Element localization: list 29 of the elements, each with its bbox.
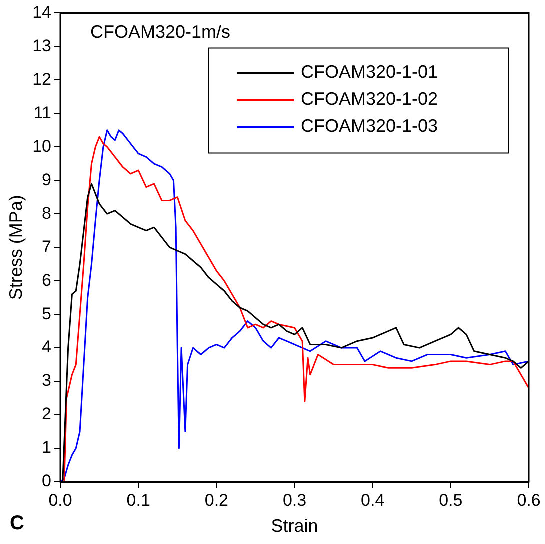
x-tick-label: 0.4 bbox=[361, 490, 385, 510]
x-tick-label: 0.5 bbox=[439, 490, 463, 510]
y-tick-label: 12 bbox=[32, 70, 52, 89]
text: C bbox=[10, 512, 24, 535]
y-tick-label: 0 bbox=[42, 472, 52, 491]
y-tick-label: 6 bbox=[42, 270, 52, 290]
y-tick-label: 4 bbox=[42, 338, 52, 357]
y-tick-label: 14 bbox=[32, 2, 52, 22]
x-tick-label: 0.3 bbox=[282, 490, 307, 510]
y-tick-label: 9 bbox=[42, 170, 52, 190]
y-tick-label: 5 bbox=[42, 304, 52, 324]
y-tick-label: 7 bbox=[42, 237, 52, 256]
y-tick-label: 8 bbox=[42, 204, 52, 223]
x-tick-label: 0.6 bbox=[517, 490, 541, 510]
y-tick-label: 2 bbox=[42, 404, 52, 424]
legend-label: CFOAM320-1-01 bbox=[301, 62, 438, 82]
legend-label: CFOAM320-1-03 bbox=[301, 116, 438, 136]
y-tick-label: 11 bbox=[34, 103, 52, 122]
y-tick-label: 1 bbox=[42, 438, 52, 458]
x-tick-label: 0.1 bbox=[126, 490, 150, 510]
y-axis-title: Stress (MPa) bbox=[6, 195, 26, 300]
y-tick-label: 3 bbox=[42, 371, 52, 390]
text: CFOAM320-1m/s bbox=[90, 22, 231, 42]
x-tick-label: 0.2 bbox=[204, 490, 228, 510]
x-axis-title: Strain bbox=[271, 516, 318, 536]
x-tick-label: 0.0 bbox=[48, 490, 72, 510]
y-tick-label: 10 bbox=[32, 136, 52, 156]
legend-label: CFOAM320-1-02 bbox=[301, 89, 438, 110]
y-tick-label: 13 bbox=[32, 36, 52, 56]
